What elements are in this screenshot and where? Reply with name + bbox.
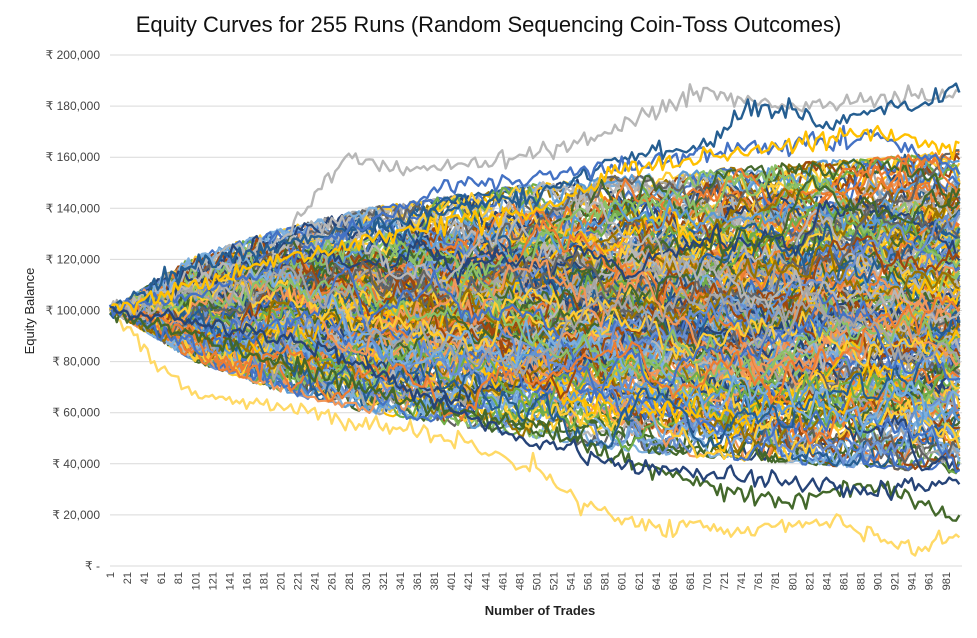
x-tick-label: 541 <box>566 572 578 590</box>
x-tick-label: 481 <box>514 572 526 590</box>
x-tick-label: 721 <box>719 572 731 590</box>
equity-run-line <box>109 219 960 445</box>
equity-run-line-outlier <box>108 124 961 317</box>
x-tick-label: 961 <box>924 572 936 590</box>
x-tick-label: 41 <box>139 572 151 584</box>
x-tick-label: 521 <box>548 572 560 590</box>
x-tick-label: 161 <box>241 572 253 590</box>
y-tick-label: ₹ 40,000 <box>52 457 100 471</box>
x-tick-label: 221 <box>293 572 305 590</box>
x-tick-label: 301 <box>361 572 373 590</box>
x-tick-label: 821 <box>804 572 816 590</box>
equity-run-line-outlier <box>109 309 961 522</box>
x-tick-label: 741 <box>736 572 748 590</box>
equity-run-line-outlier <box>108 83 960 313</box>
x-tick-label: 661 <box>668 572 680 590</box>
series-group <box>108 82 961 557</box>
x-tick-label: 1 <box>105 572 117 578</box>
equity-run-line <box>110 243 960 360</box>
x-tick-label: 321 <box>378 572 390 590</box>
equity-run-line <box>109 295 961 421</box>
chart-title: Equity Curves for 255 Runs (Random Seque… <box>135 12 842 37</box>
y-tick-label: ₹ 80,000 <box>52 355 100 369</box>
y-tick-label: ₹ 100,000 <box>46 304 101 318</box>
x-tick-label: 621 <box>634 572 646 590</box>
x-tick-label: 201 <box>276 572 288 590</box>
x-tick-label: 81 <box>173 572 185 584</box>
x-tick-label: 281 <box>344 572 356 590</box>
x-tick-label: 761 <box>753 572 765 590</box>
x-tick-label: 941 <box>907 572 919 590</box>
x-tick-label: 181 <box>259 572 271 590</box>
y-tick-label: ₹ 180,000 <box>46 99 101 113</box>
y-tick-label: ₹ 60,000 <box>52 406 100 420</box>
equity-run-line <box>109 261 961 386</box>
x-tick-label: 801 <box>787 572 799 590</box>
equity-run-line <box>109 211 961 376</box>
x-tick-label: 781 <box>770 572 782 590</box>
x-tick-label: 121 <box>207 572 219 590</box>
equity-run-line <box>109 267 960 394</box>
x-tick-label: 381 <box>429 572 441 590</box>
x-axis-label: Number of Trades <box>485 603 596 618</box>
x-tick-label: 61 <box>156 572 168 584</box>
equity-run-line <box>109 265 961 376</box>
x-tick-label: 421 <box>463 572 475 590</box>
equity-run-line-outlier <box>109 305 961 501</box>
equity-run-line-outlier <box>109 310 961 557</box>
x-tick-label: 401 <box>446 572 458 590</box>
y-tick-label: ₹ 160,000 <box>46 150 101 164</box>
x-tick-label: 261 <box>327 572 339 590</box>
x-tick-label: 441 <box>480 572 492 590</box>
x-tick-label: 101 <box>190 572 202 590</box>
x-tick-label: 341 <box>395 572 407 590</box>
y-tick-labels: ₹ - ₹ 20,000 ₹ 40,000 ₹ 60,000 ₹ 80,000 ₹ 100… <box>46 48 101 573</box>
equity-run-line <box>109 235 961 400</box>
x-tick-label: 901 <box>873 572 885 590</box>
x-tick-label: 681 <box>685 572 697 590</box>
x-tick-label: 241 <box>310 572 322 590</box>
x-tick-label: 581 <box>600 572 612 590</box>
x-tick-label: 141 <box>224 572 236 590</box>
x-tick-label: 921 <box>890 572 902 590</box>
x-tick-label: 601 <box>617 572 629 590</box>
x-tick-label: 361 <box>412 572 424 590</box>
y-tick-label: ₹ 140,000 <box>46 201 101 215</box>
x-tick-label: 981 <box>941 572 953 590</box>
x-tick-label: 701 <box>702 572 714 590</box>
x-tick-label: 881 <box>856 572 868 590</box>
y-tick-label: ₹ 120,000 <box>46 252 101 266</box>
x-tick-label: 641 <box>651 572 663 590</box>
x-tick-label: 861 <box>838 572 850 590</box>
y-tick-label: ₹ - <box>85 559 100 573</box>
y-tick-label: ₹ 20,000 <box>52 508 100 522</box>
x-tick-label: 461 <box>497 572 509 590</box>
equity-run-line-outlier <box>109 124 960 316</box>
equity-run-line <box>109 164 961 318</box>
y-tick-label: ₹ 200,000 <box>46 48 101 62</box>
y-axis-label: Equity Balance <box>22 268 37 355</box>
x-tick-label: 501 <box>531 572 543 590</box>
equity-run-line-outlier <box>109 82 961 319</box>
x-tick-label: 841 <box>821 572 833 590</box>
x-tick-label: 561 <box>583 572 595 590</box>
x-tick-labels: 1 21 41 61 81 101 121 141 161 181 201 221 241 261 281 3… <box>105 572 953 590</box>
x-tick-label: 21 <box>122 572 134 584</box>
equity-run-line <box>109 262 961 474</box>
